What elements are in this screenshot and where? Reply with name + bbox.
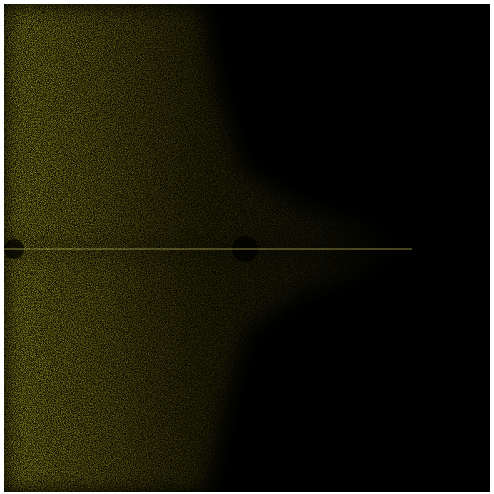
page bbox=[0, 0, 494, 494]
fractal-render bbox=[0, 0, 494, 494]
